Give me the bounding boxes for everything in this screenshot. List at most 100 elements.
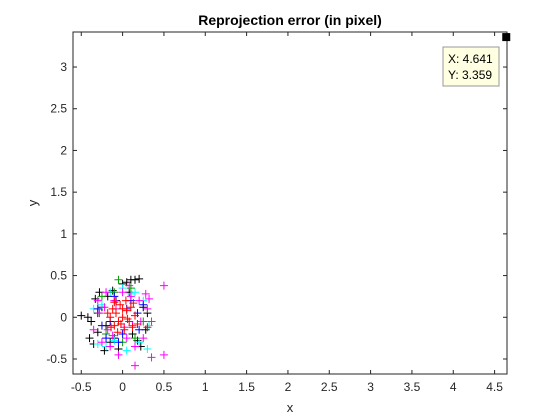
data-point (100, 303, 109, 312)
data-point (133, 319, 142, 328)
x-tick-label: 0.5 (156, 380, 173, 394)
x-tick-label: 2.5 (321, 380, 338, 394)
data-point (102, 288, 111, 297)
data-point (159, 281, 168, 290)
datatip[interactable]: X: 4.641 Y: 3.359 (442, 33, 511, 87)
y-tick-label: -0.5 (46, 352, 67, 366)
data-point (118, 288, 127, 297)
data-point (147, 317, 156, 326)
data-point (122, 306, 131, 315)
x-axis-label: x (287, 400, 294, 415)
x-tick-label: 0 (119, 380, 126, 394)
data-point (116, 319, 125, 328)
data-point (97, 321, 106, 330)
data-point (93, 296, 102, 305)
data-point (135, 338, 144, 347)
data-point (131, 288, 139, 297)
data-point (77, 311, 86, 320)
data-point (126, 292, 135, 301)
data-point (122, 346, 131, 355)
axes-box (72, 31, 508, 375)
data-point (122, 334, 131, 343)
data-point (107, 323, 116, 332)
x-tick-label: 1.5 (238, 380, 255, 394)
x-tick-label: 2 (285, 380, 292, 394)
data-point (118, 329, 127, 338)
data-point (100, 346, 109, 355)
data-point (97, 338, 106, 347)
data-point (131, 342, 139, 351)
data-point (110, 321, 119, 330)
data-point (106, 313, 115, 322)
data-point (93, 339, 102, 348)
data-point (126, 303, 135, 312)
data-point (125, 281, 134, 290)
y-tick-label: 1 (60, 227, 67, 241)
data-point (139, 300, 148, 309)
y-tick-label: 0 (60, 310, 67, 324)
data-point (114, 350, 123, 359)
data-point (143, 344, 152, 353)
data-point (118, 304, 127, 313)
data-point (114, 338, 123, 347)
y-tick-label: 1.5 (50, 185, 67, 199)
data-point (143, 304, 152, 313)
x-tick-label: 4.5 (486, 380, 503, 394)
data-point (89, 325, 98, 334)
data-point (111, 309, 120, 318)
data-point (123, 314, 132, 323)
data-point (108, 304, 117, 313)
data-point (103, 309, 112, 318)
data-point (118, 313, 127, 322)
data-point (135, 296, 144, 305)
data-point (139, 334, 148, 343)
x-tick-label: 3.5 (404, 380, 421, 394)
data-points (77, 274, 168, 370)
data-point (143, 323, 152, 332)
data-point (110, 298, 119, 307)
data-point (120, 325, 129, 334)
x-tick-label: -0.5 (71, 380, 92, 394)
data-point (131, 361, 139, 370)
data-point (83, 313, 92, 322)
data-point (129, 299, 138, 308)
data-point (128, 323, 137, 332)
data-point (110, 336, 119, 345)
data-point (131, 311, 139, 320)
x-tick-label: 1 (202, 380, 209, 394)
y-axis-label: y (25, 199, 40, 206)
data-point (159, 350, 168, 359)
data-point (116, 300, 125, 309)
y-tick-label: 2.5 (50, 102, 67, 116)
x-axis: -0.5 0 0.5 1 1.5 2 2.5 3 3.5 4 4.5 (71, 32, 503, 394)
data-point (85, 334, 94, 343)
datatip-marker[interactable] (502, 33, 511, 42)
datatip-box (442, 46, 500, 87)
data-point (93, 328, 102, 337)
data-point (145, 294, 154, 303)
data-point (131, 275, 139, 284)
data-point (135, 274, 144, 283)
data-point (108, 331, 117, 340)
data-point (147, 353, 156, 362)
x-tick-label: 4 (450, 380, 457, 394)
data-point (131, 334, 139, 343)
data-point (106, 342, 115, 351)
datatip-x-value: X: 4.641 (448, 52, 493, 66)
y-tick-label: 3 (60, 60, 67, 74)
datatip-y-value: Y: 3.359 (448, 68, 492, 82)
data-point (102, 334, 111, 343)
data-point (114, 275, 123, 284)
data-point (97, 292, 106, 301)
data-point (141, 289, 150, 298)
chart-title: Reprojection error (in pixel) (198, 12, 382, 28)
data-point (95, 309, 104, 318)
data-point (87, 317, 96, 326)
data-point (121, 296, 130, 305)
data-point (113, 328, 122, 337)
data-point (145, 321, 154, 330)
data-point (93, 304, 102, 313)
y-tick-label: 0.5 (50, 269, 67, 283)
